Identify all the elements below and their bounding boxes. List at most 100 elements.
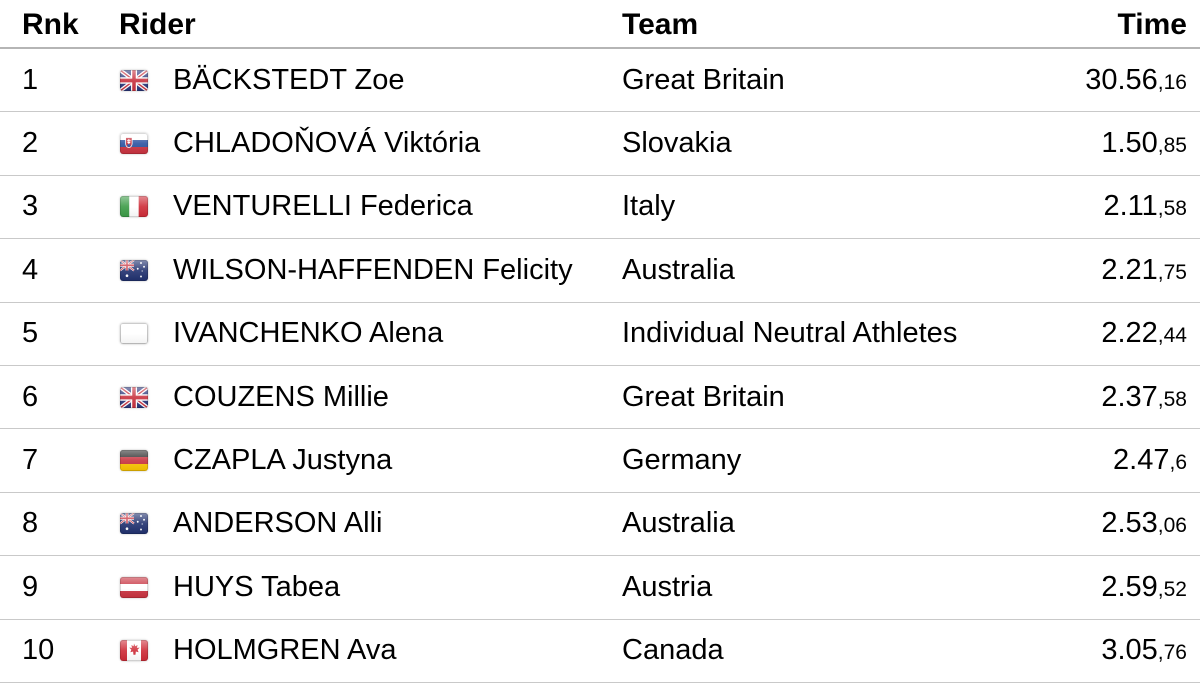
time-main: 2.53 xyxy=(1101,507,1158,540)
rider-cell: CZAPLA Justyna xyxy=(117,444,618,477)
team-cell: Slovakia xyxy=(618,127,1000,160)
time-fraction: ,75 xyxy=(1157,260,1187,284)
rider-cell: VENTURELLI Federica xyxy=(117,190,618,223)
rank-value: 9 xyxy=(22,570,39,603)
rank-cell: 8 xyxy=(0,507,117,540)
team-cell: Great Britain xyxy=(618,64,1000,97)
time-fraction: ,52 xyxy=(1157,577,1187,601)
rider-name[interactable]: COUZENS Millie xyxy=(173,380,389,413)
rank-cell: 4 xyxy=(0,254,117,287)
time-main: 2.47 xyxy=(1113,444,1170,477)
team-name[interactable]: Slovakia xyxy=(622,127,732,160)
flag-sk-icon xyxy=(120,133,148,155)
team-name[interactable]: Australia xyxy=(622,253,735,286)
rider-cell: HUYS Tabea xyxy=(117,571,618,604)
rider-name[interactable]: ANDERSON Alli xyxy=(173,507,383,540)
rank-cell: 2 xyxy=(0,127,117,160)
table-row: 8 ANDERSON Alli Australia 2.53,06 xyxy=(0,493,1200,557)
flag-gb-icon xyxy=(120,386,148,408)
col-header-team: Team xyxy=(622,7,699,41)
time-cell: 3.05,76 xyxy=(1000,634,1200,667)
flag-neutral-icon xyxy=(120,323,148,345)
team-name[interactable]: Individual Neutral Athletes xyxy=(622,317,958,350)
flag-it-icon xyxy=(120,196,148,218)
time-cell: 2.47,6 xyxy=(1000,444,1200,477)
rank-cell: 7 xyxy=(0,444,117,477)
rank-cell: 1 xyxy=(0,64,117,97)
rider-name[interactable]: HOLMGREN Ava xyxy=(173,634,397,667)
table-row: 1 BÄCKSTEDT Zoe Great Britain 30.56,16 xyxy=(0,49,1200,113)
table-row: 9 HUYS Tabea Austria 2.59,52 xyxy=(0,556,1200,620)
time-cell: 30.56,16 xyxy=(1000,64,1200,97)
team-cell: Great Britain xyxy=(618,381,1000,414)
table-row: 4 WILSON-HAFFENDEN Felicity Australia 2.… xyxy=(0,239,1200,303)
team-cell: Austria xyxy=(618,571,1000,604)
time-main: 2.11 xyxy=(1103,190,1158,223)
rider-name[interactable]: BÄCKSTEDT Zoe xyxy=(173,63,405,96)
rank-value: 4 xyxy=(22,253,39,286)
time-cell: 2.59,52 xyxy=(1000,571,1200,604)
time-cell: 1.50,85 xyxy=(1000,127,1200,160)
team-name[interactable]: Austria xyxy=(622,570,713,603)
rider-cell: IVANCHENKO Alena xyxy=(117,317,618,350)
rider-name[interactable]: CHLADOŇOVÁ Viktória xyxy=(173,127,481,160)
rider-cell: WILSON-HAFFENDEN Felicity xyxy=(117,254,618,287)
rank-cell: 10 xyxy=(0,634,117,667)
rank-value: 1 xyxy=(22,63,39,96)
team-name[interactable]: Italy xyxy=(622,190,676,223)
team-name[interactable]: Germany xyxy=(622,444,742,477)
team-name[interactable]: Canada xyxy=(622,634,724,667)
team-cell: Germany xyxy=(618,444,1000,477)
rider-name[interactable]: IVANCHENKO Alena xyxy=(173,317,444,350)
rider-cell: ANDERSON Alli xyxy=(117,507,618,540)
time-cell: 2.11,58 xyxy=(1000,190,1200,223)
rank-cell: 9 xyxy=(0,571,117,604)
time-main: 30.56 xyxy=(1085,63,1158,96)
rider-name[interactable]: WILSON-HAFFENDEN Felicity xyxy=(173,253,573,286)
time-main: 2.21 xyxy=(1101,253,1158,286)
team-cell: Australia xyxy=(618,254,1000,287)
team-name[interactable]: Great Britain xyxy=(622,380,785,413)
team-cell: Canada xyxy=(618,634,1000,667)
table-row: 6 COUZENS Millie Great Britain 2.37,58 xyxy=(0,366,1200,430)
rank-value: 2 xyxy=(22,127,39,160)
rank-cell: 6 xyxy=(0,381,117,414)
table-row: 2 CHLADOŇOVÁ Viktória Slovakia 1.50,85 xyxy=(0,112,1200,176)
flag-at-icon xyxy=(120,576,148,598)
team-cell: Individual Neutral Athletes xyxy=(618,317,1000,350)
time-main: 2.37 xyxy=(1101,380,1158,413)
flag-gb-icon xyxy=(120,69,148,91)
time-main: 3.05 xyxy=(1101,634,1158,667)
rider-name[interactable]: HUYS Tabea xyxy=(173,570,341,603)
time-cell: 2.53,06 xyxy=(1000,507,1200,540)
rider-name[interactable]: VENTURELLI Federica xyxy=(173,190,473,223)
time-main: 1.50 xyxy=(1101,127,1158,160)
rank-value: 3 xyxy=(22,190,39,223)
time-cell: 2.21,75 xyxy=(1000,254,1200,287)
time-fraction: ,6 xyxy=(1169,451,1187,475)
time-cell: 2.37,58 xyxy=(1000,381,1200,414)
table-header-row: Rnk Rider Team Time xyxy=(0,0,1200,49)
team-cell: Australia xyxy=(618,507,1000,540)
time-fraction: ,76 xyxy=(1157,641,1187,665)
rank-cell: 3 xyxy=(0,190,117,223)
time-fraction: ,44 xyxy=(1157,324,1187,348)
rank-value: 8 xyxy=(22,507,39,540)
flag-de-icon xyxy=(120,450,148,472)
team-name[interactable]: Australia xyxy=(622,507,735,540)
rider-name[interactable]: CZAPLA Justyna xyxy=(173,444,393,477)
time-fraction: ,16 xyxy=(1157,70,1187,94)
rider-cell: HOLMGREN Ava xyxy=(117,634,618,667)
table-body: 1 BÄCKSTEDT Zoe Great Britain 30.56,16 2… xyxy=(0,49,1200,683)
flag-au-icon xyxy=(120,513,148,535)
time-fraction: ,06 xyxy=(1157,514,1187,538)
table-row: 3 VENTURELLI Federica Italy 2.11,58 xyxy=(0,176,1200,240)
time-main: 2.22 xyxy=(1101,317,1158,350)
rank-value: 7 xyxy=(22,444,39,477)
team-cell: Italy xyxy=(618,190,1000,223)
team-name[interactable]: Great Britain xyxy=(622,63,785,96)
col-header-time: Time xyxy=(1117,7,1187,41)
time-fraction: ,85 xyxy=(1157,134,1187,158)
time-fraction: ,58 xyxy=(1157,387,1187,411)
